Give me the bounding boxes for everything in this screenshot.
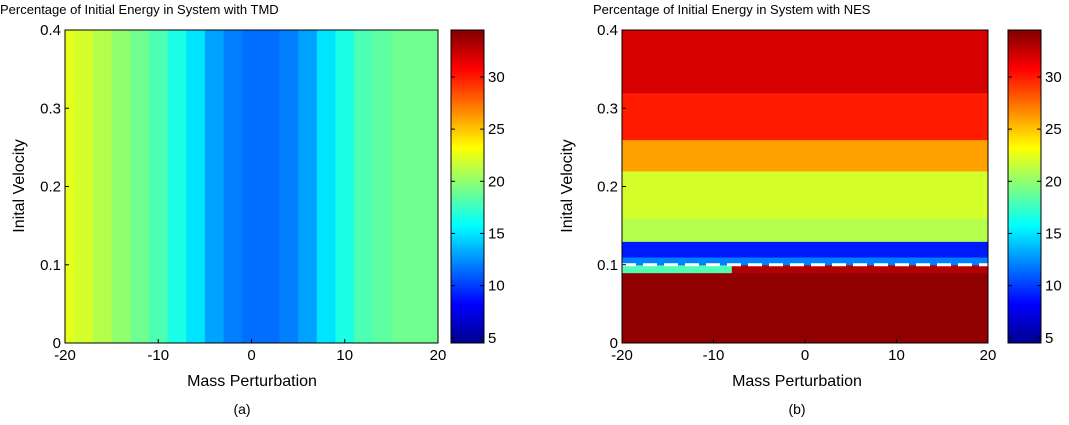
colorbar-tick-label: 30	[488, 69, 505, 86]
panel-b-colorbar: 5 10 15 20 25 30	[1007, 29, 1062, 347]
heat-band	[622, 92, 988, 141]
y-tick-label: 0.1	[597, 257, 618, 274]
heat-column	[130, 30, 150, 343]
panel-a-xlabel: Mass Perturbation	[187, 373, 317, 390]
heat-column	[391, 30, 411, 343]
x-tick-label: 20	[430, 347, 447, 364]
heat-column	[316, 30, 337, 343]
heat-column	[410, 30, 430, 343]
x-tick-label: -20	[54, 347, 76, 364]
panel-b-xlabel: Mass Perturbation	[732, 373, 862, 390]
colorbar-tick-label: 25	[488, 121, 505, 138]
heat-band	[622, 30, 988, 94]
x-tick-label: -10	[703, 347, 725, 364]
heat-column	[167, 30, 187, 343]
heat-column	[204, 30, 225, 343]
panel-b-ylabel: Inital Velocity	[559, 139, 576, 232]
panel-a-colorbar-ticks: 5 10 15 20 25 30	[451, 69, 505, 347]
colorbar-tick-label: 25	[1045, 121, 1062, 138]
colorbar-tick-label: 10	[488, 278, 505, 295]
panel-a-heatmap	[65, 30, 438, 343]
heat-column	[428, 30, 438, 343]
x-tick-label: 0	[801, 347, 809, 364]
heat-column	[74, 30, 94, 343]
heat-column	[335, 30, 355, 343]
panel-a: Percentage of Initial Energy in System w…	[0, 2, 505, 417]
x-tick-label: 0	[247, 347, 255, 364]
colorbar-tick-label: 20	[488, 173, 505, 190]
panel-b-ticks: -20 -10 0 10 20 0 0.1 0.2 0.3 0.4	[597, 22, 996, 364]
x-tick-label: 10	[336, 347, 353, 364]
panel-b-caption: (b)	[788, 401, 805, 417]
heat-column	[223, 30, 243, 343]
heat-band	[622, 217, 988, 242]
y-tick-label: 0.1	[40, 257, 61, 274]
heat-column	[65, 30, 75, 343]
panel-a-caption: (a)	[233, 401, 250, 417]
y-tick-label: 0.2	[40, 179, 61, 196]
y-tick-label: 0.4	[40, 22, 61, 39]
y-tick-label: 0.4	[597, 22, 618, 39]
y-tick-label: 0.3	[597, 100, 618, 117]
panel-a-title: Percentage of Initial Energy in System w…	[0, 2, 279, 17]
heat-column	[148, 30, 169, 343]
heat-band	[622, 170, 988, 219]
x-tick-label: 10	[888, 347, 905, 364]
y-tick-label: 0	[53, 335, 61, 352]
panel-a-colorbar: 5 10 15 20 25 30	[450, 29, 505, 347]
heat-column	[242, 30, 262, 343]
panel-b: Percentage of Initial Energy in System w…	[559, 2, 1062, 417]
heat-band	[622, 272, 988, 281]
colorbar-tick-label: 5	[488, 330, 496, 347]
heat-column	[186, 30, 206, 343]
heat-column	[354, 30, 374, 343]
heat-band-segment	[622, 264, 732, 274]
panel-a-ylabel: Inital Velocity	[11, 139, 28, 232]
heat-column	[372, 30, 392, 343]
panel-b-heatmap	[622, 30, 988, 343]
heat-band	[622, 264, 988, 274]
panel-b-title: Percentage of Initial Energy in System w…	[593, 2, 871, 17]
colorbar-tick-label: 15	[1045, 225, 1062, 242]
panel-a-ticks: -20 -10 0 10 20 0 0.1 0.2 0.3 0.4	[40, 22, 446, 364]
panel-b-colorbar-gradient	[1007, 29, 1042, 344]
panel-a-colorbar-gradient	[450, 29, 485, 344]
x-tick-label: -10	[147, 347, 169, 364]
colorbar-tick-label: 10	[1045, 278, 1062, 295]
heat-column	[260, 30, 281, 343]
x-tick-label: 20	[980, 347, 997, 364]
heat-band	[622, 256, 988, 266]
heat-band	[622, 139, 988, 172]
heat-column	[298, 30, 318, 343]
x-tick-label: -20	[611, 347, 633, 364]
colorbar-tick-label: 15	[488, 225, 505, 242]
colorbar-tick-label: 30	[1045, 69, 1062, 86]
heat-column	[92, 30, 113, 343]
y-tick-label: 0.3	[40, 100, 61, 117]
heat-band	[622, 241, 988, 258]
heat-column	[279, 30, 299, 343]
y-tick-label: 0.2	[597, 179, 618, 196]
heat-band	[622, 280, 988, 343]
heat-column	[111, 30, 131, 343]
panel-b-colorbar-ticks: 5 10 15 20 25 30	[1008, 69, 1062, 347]
colorbar-tick-label: 20	[1045, 173, 1062, 190]
colorbar-tick-label: 5	[1045, 330, 1053, 347]
y-tick-label: 0	[610, 335, 618, 352]
